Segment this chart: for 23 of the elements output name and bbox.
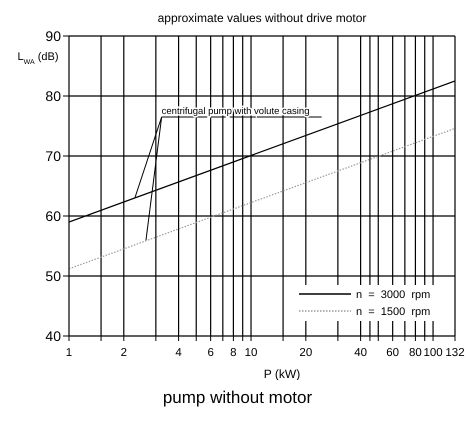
y-tick-label: 60: [45, 208, 62, 224]
x-tick-label: 1: [66, 347, 72, 359]
x-tick-label: 4: [175, 347, 182, 359]
y-tick-label: 40: [45, 328, 62, 344]
x-tick-label: 80: [409, 347, 422, 359]
y-tick-label: 90: [45, 28, 62, 44]
legend-label: n = 1500 rpm: [356, 306, 430, 318]
x-tick-label: 40: [354, 347, 368, 359]
x-tick-label: 132: [445, 347, 465, 359]
x-tick-label: 2: [120, 347, 127, 359]
x-tick-label: 100: [423, 347, 443, 359]
chart-title: approximate values without drive motor: [158, 11, 366, 25]
x-tick-label: 8: [230, 347, 237, 359]
x-tick-label: 6: [207, 347, 214, 359]
legend-label: n = 3000 rpm: [356, 289, 430, 301]
x-tick-label: 60: [386, 347, 400, 359]
y-axis-title: L$_{WA}$ (dB): [18, 51, 58, 66]
y-tick-label: 80: [45, 88, 62, 104]
y-tick-label: 50: [45, 268, 62, 284]
x-tick-label: 10: [244, 347, 258, 359]
x-tick-label: 20: [299, 347, 312, 359]
text: pump without motor: [162, 388, 314, 408]
y-tick-label: 70: [45, 148, 62, 164]
